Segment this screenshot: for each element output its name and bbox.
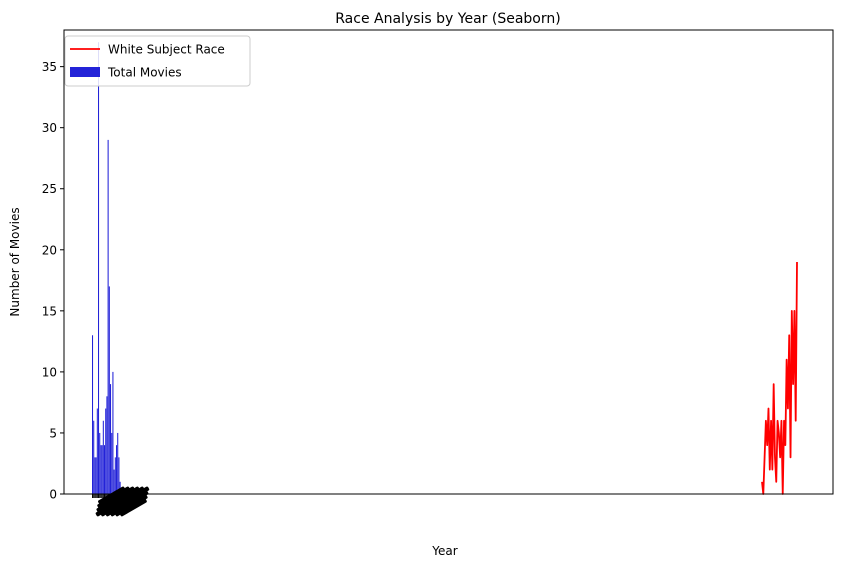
y-tick-label: 15 <box>42 304 57 318</box>
bar <box>113 469 115 494</box>
bar <box>118 457 120 494</box>
series-line-white-subject-race <box>761 261 798 495</box>
y-tick-label: 10 <box>42 365 57 379</box>
bar <box>102 420 104 494</box>
legend-label: Total Movies <box>107 66 182 80</box>
bar <box>95 457 97 494</box>
y-tick-label: 0 <box>49 488 57 502</box>
y-tick-label: 35 <box>42 60 57 74</box>
x-tick-label <box>120 494 148 513</box>
bar <box>106 396 108 494</box>
bar <box>111 432 113 494</box>
bar <box>116 445 118 494</box>
legend-bar-swatch <box>70 67 100 77</box>
y-tick-label: 25 <box>42 182 57 196</box>
bar <box>105 408 107 494</box>
bar <box>108 286 110 494</box>
x-tick-label <box>119 498 147 517</box>
bar <box>96 408 98 494</box>
bar <box>117 432 119 494</box>
bar <box>99 432 101 494</box>
legend-label: White Subject Race <box>108 43 225 57</box>
x-axis-label: Year <box>431 544 457 558</box>
bar <box>104 445 106 494</box>
bar <box>93 420 95 494</box>
bar <box>112 371 114 494</box>
bar <box>94 457 96 494</box>
bar <box>114 457 116 494</box>
y-tick-label: 20 <box>42 243 57 257</box>
bar <box>107 139 109 495</box>
legend-box <box>64 35 251 87</box>
chart-title: Race Analysis by Year (Seaborn) <box>335 11 560 27</box>
bar <box>100 445 102 494</box>
plot-frame <box>63 29 834 495</box>
x-tick-label <box>121 490 149 509</box>
y-axis-label: Number of Movies <box>8 207 22 316</box>
bar <box>110 384 112 494</box>
bar <box>119 481 121 494</box>
x-axis <box>92 486 150 517</box>
x-tick-label <box>122 486 150 505</box>
y-tick-label: 30 <box>42 121 57 135</box>
bar <box>92 335 94 494</box>
y-tick-label: 5 <box>49 426 57 440</box>
y-axis: 0 5 10 15 20 25 30 35 <box>42 60 64 502</box>
legend: White Subject Race Total Movies <box>64 35 251 87</box>
plot-area <box>92 42 798 495</box>
bar <box>98 42 100 495</box>
bar <box>101 445 103 494</box>
